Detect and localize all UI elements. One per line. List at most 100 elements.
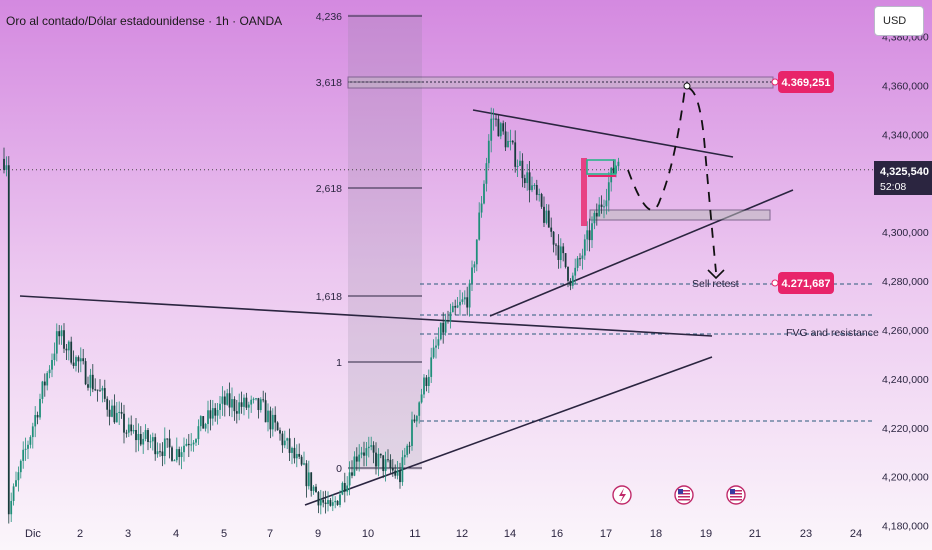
candle-body xyxy=(223,396,226,405)
flag-stripe xyxy=(678,490,690,492)
candle-body xyxy=(142,438,145,445)
candle-body xyxy=(3,158,5,170)
candle-body xyxy=(540,194,543,207)
candle-body xyxy=(144,430,147,439)
candle-body xyxy=(315,486,317,493)
candle-body xyxy=(269,410,272,430)
candle-body xyxy=(159,451,161,453)
candle-body xyxy=(130,424,133,432)
candle-body xyxy=(475,239,478,265)
candle-body xyxy=(67,341,70,351)
candle-body xyxy=(492,118,495,120)
target-badge-label: 4.369,251 xyxy=(782,77,831,89)
candle-body xyxy=(103,388,106,399)
candle-body xyxy=(502,123,505,132)
retest-zone-box xyxy=(589,209,771,221)
candle-body xyxy=(300,456,303,465)
candle-body xyxy=(379,453,382,456)
price-tick-label: 4,280,000 xyxy=(882,276,929,288)
candle-body xyxy=(101,388,104,391)
candle-body xyxy=(507,140,509,148)
candle-body xyxy=(607,182,610,201)
candle-body xyxy=(459,301,461,306)
candle-body xyxy=(432,347,435,358)
candle-body xyxy=(331,502,334,506)
candle-body xyxy=(495,118,497,120)
candle-body xyxy=(137,433,140,441)
candle-body xyxy=(526,172,529,184)
candle-body xyxy=(135,429,137,441)
time-tick-label: 4 xyxy=(173,528,179,540)
candle-body xyxy=(187,443,190,446)
candle-body xyxy=(600,204,603,207)
time-tick-label: 7 xyxy=(267,528,273,540)
us-flag-icon[interactable] xyxy=(726,485,746,505)
projection-peak xyxy=(683,82,691,90)
flag-stripe xyxy=(730,493,742,495)
candle-body xyxy=(567,266,569,281)
candle-body xyxy=(216,409,219,416)
target-point xyxy=(771,78,779,86)
candle-body xyxy=(252,398,255,400)
candle-body xyxy=(394,470,397,476)
candle-body xyxy=(348,472,351,486)
fib-level-label: 4,236 xyxy=(316,11,342,23)
fib-level-label: 1 xyxy=(336,357,342,369)
candle-body xyxy=(468,283,471,308)
currency-selector-button[interactable]: USD xyxy=(874,6,924,36)
candle-body xyxy=(228,393,231,408)
candle-body xyxy=(39,398,41,418)
candle-body xyxy=(202,416,205,429)
fib-zone xyxy=(348,14,422,470)
candle-body xyxy=(591,223,593,241)
sell-badge xyxy=(778,272,834,294)
candle-body xyxy=(557,245,560,260)
time-tick-label: 23 xyxy=(800,528,812,540)
time-tick-label: 24 xyxy=(850,528,862,540)
candle-body xyxy=(372,445,375,453)
candle-body xyxy=(173,460,176,462)
candle-body xyxy=(617,161,620,167)
candle-body xyxy=(387,459,389,461)
candle-body xyxy=(305,463,308,487)
candle-body xyxy=(70,341,73,363)
candle-body xyxy=(123,413,125,433)
candle-body xyxy=(286,438,289,441)
candle-body xyxy=(408,445,411,447)
candle-body xyxy=(77,357,80,362)
flag-stripe xyxy=(730,490,742,492)
candle-body xyxy=(564,253,567,267)
lightning-icon[interactable] xyxy=(612,485,632,505)
candle-body xyxy=(22,449,25,461)
lightning-glyph xyxy=(619,488,626,503)
candle-body xyxy=(531,185,533,191)
candle-body xyxy=(15,480,17,487)
candle-body xyxy=(55,331,58,354)
candle-body xyxy=(543,206,545,223)
candle-body xyxy=(151,437,154,442)
candle-body xyxy=(499,123,502,137)
candle-body xyxy=(211,408,214,419)
candle-body xyxy=(595,212,598,217)
price-tick-label: 4,360,000 xyxy=(882,81,929,93)
time-tick-label: Dic xyxy=(25,528,41,540)
candle-body xyxy=(444,320,447,333)
candle-body xyxy=(504,131,507,148)
candle-body xyxy=(483,183,485,204)
candle-body xyxy=(581,255,584,259)
time-tick-label: 14 xyxy=(504,528,516,540)
candle-body xyxy=(197,426,200,440)
candle-body xyxy=(87,384,89,388)
candle-body xyxy=(360,452,363,455)
candle-body xyxy=(420,394,423,403)
candle-body xyxy=(516,165,519,167)
candle-body xyxy=(463,297,466,300)
candle-body xyxy=(363,452,365,456)
candle-body xyxy=(562,246,565,254)
us-flag-icon[interactable] xyxy=(674,485,694,505)
candle-body xyxy=(31,426,34,438)
candle-body xyxy=(96,389,99,391)
candle-body xyxy=(19,460,22,473)
